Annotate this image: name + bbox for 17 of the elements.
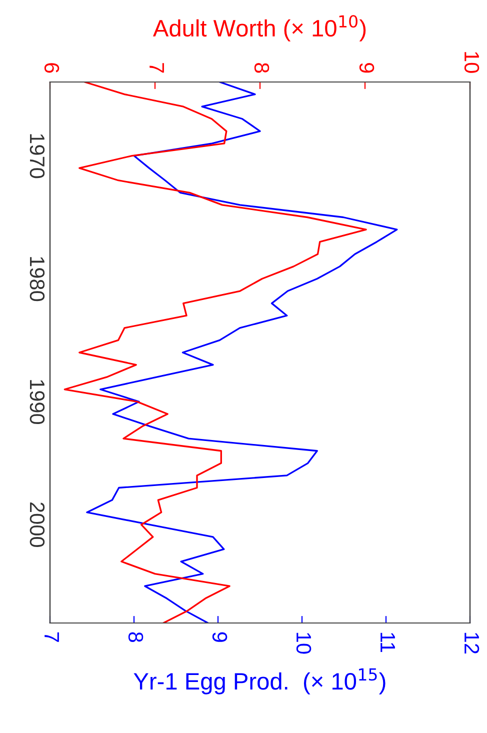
x-tick-label: 11 — [380, 632, 395, 652]
x2-tick-label: 9 — [359, 63, 374, 73]
x2-tick-label: 6 — [44, 63, 60, 73]
x-tick-label: 10 — [296, 632, 312, 654]
x-tick-label: 7 — [44, 632, 59, 642]
x-tick-label: 8 — [128, 632, 144, 642]
y-tick-label: 1990 — [30, 380, 45, 424]
x-axis-title: Yr-1 Egg Prod. (× 10$^{15}$) — [134, 668, 386, 694]
x2-axis-title: Adult Worth (× 10$^{10}$) — [152, 15, 366, 42]
x-tick-label: 9 — [212, 632, 228, 642]
x-tick-label: 12 — [464, 632, 480, 654]
x2-tick-label: 10 — [464, 52, 480, 73]
y-tick-label: 1980 — [30, 257, 45, 302]
y-tick-label: 1970 — [30, 134, 45, 178]
x2-tick-label: 7 — [150, 63, 164, 73]
y-tick-label: 2000 — [30, 502, 45, 547]
x2-tick-label: 8 — [254, 62, 270, 73]
